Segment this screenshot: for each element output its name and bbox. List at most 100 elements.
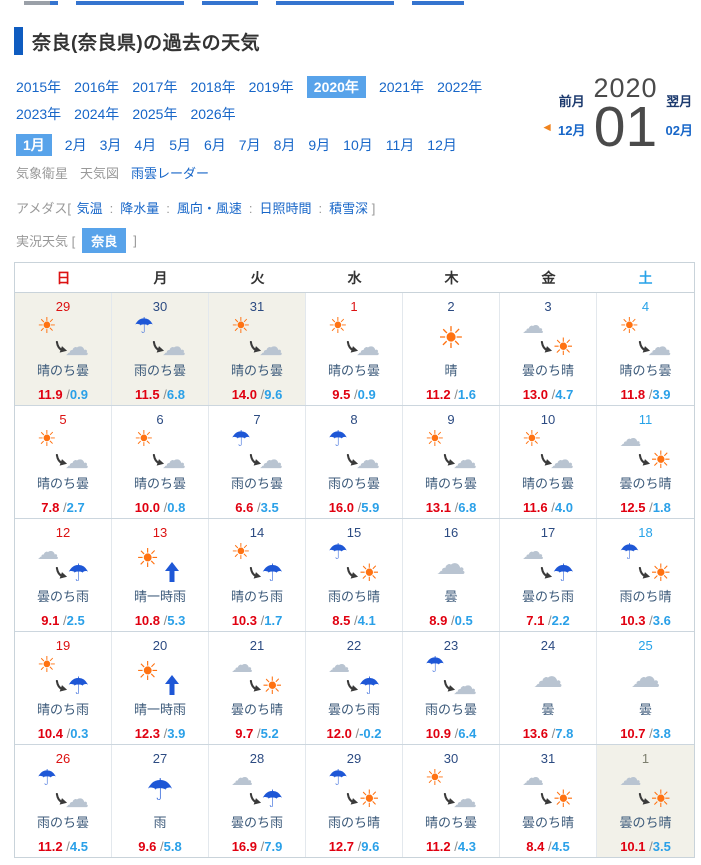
month-tab[interactable]: 11月	[385, 137, 415, 153]
day-cell[interactable]: 30 ☀ ☁ 晴のち曇 11.2 /4.3	[403, 745, 500, 857]
temperature-row: 9.5 /0.9	[306, 387, 402, 402]
day-cell[interactable]: 21 ☁ ☀ 曇のち晴 9.7 /5.2	[209, 632, 306, 744]
rain-sun-icon: ☂ ☀	[328, 540, 380, 587]
weather-label: 晴のち雨	[230, 589, 283, 604]
day-cell[interactable]: 28 ☁ ☂ 曇のち雨 16.9 /7.9	[209, 745, 306, 857]
day-cell[interactable]: 14 ☀ ☂ 晴のち雨 10.3 /1.7	[209, 519, 306, 631]
map-link[interactable]: 気象衛星	[16, 166, 69, 181]
month-tab[interactable]: 2月	[64, 137, 87, 153]
low-temp: 5.2	[260, 726, 279, 741]
day-number: 24	[540, 638, 556, 653]
day-cell[interactable]: 27 ☂ 雨 9.6 /5.8	[112, 745, 209, 857]
day-cell[interactable]: 6 ☀ ☁ 晴のち曇 10.0 /0.8	[112, 406, 209, 518]
day-cell[interactable]: 11 ☁ ☀ 曇のち晴 12.5 /1.8	[597, 406, 694, 518]
day-cell[interactable]: 31 ☁ ☀ 曇のち晴 8.4 /4.5	[500, 745, 597, 857]
temp-slash: /	[257, 613, 265, 628]
year-tab[interactable]: 2023年	[16, 106, 62, 122]
month-tab[interactable]: 7月	[238, 137, 261, 153]
day-cell[interactable]: 20 ☀ 晴一時雨 12.3 /3.9	[112, 632, 209, 744]
day-cell[interactable]: 13 ☀ 晴一時雨 10.8 /5.3	[112, 519, 209, 631]
weather-label: 雨のち曇	[230, 476, 283, 491]
temperature-row: 11.8 /3.9	[597, 387, 694, 402]
day-cell[interactable]: 22 ☁ ☂ 曇のち雨 12.0 /-0.2	[306, 632, 403, 744]
day-cell[interactable]: 9 ☀ ☁ 晴のち曇 13.1 /6.8	[403, 406, 500, 518]
day-cell[interactable]: 29 ☀ ☁ 晴のち曇 11.9 /0.9	[15, 293, 112, 405]
month-tab[interactable]: 8月	[273, 137, 296, 153]
high-temp: 10.1	[620, 839, 646, 854]
month-tab[interactable]: 6月	[203, 137, 226, 153]
day-cell[interactable]: 4 ☀ ☁ 晴のち曇 11.8 /3.9	[597, 293, 694, 405]
day-cell[interactable]: 23 ☂ ☁ 雨のち曇 10.9 /6.4	[403, 632, 500, 744]
current-weather-city-chip[interactable]: 奈良	[82, 228, 127, 253]
map-link[interactable]: 雨雲レーダー	[131, 166, 210, 181]
month-links: 1月 2月 3月 4月 5月 6月 7月 8月 9月 10月 11月 12月	[16, 132, 524, 159]
day-number: 16	[443, 525, 459, 540]
rain-cloud-icon: ☂ ☁	[425, 653, 477, 700]
day-cell[interactable]: 10 ☀ ☁ 晴のち曇 11.6 /4.0	[500, 406, 597, 518]
high-temp: 10.4	[37, 726, 63, 741]
day-cell[interactable]: 2 ☀ 晴 11.2 /1.6	[403, 293, 500, 405]
year-tab[interactable]: 2017年	[132, 79, 178, 95]
year-tab[interactable]: 2018年	[190, 79, 236, 95]
month-tab[interactable]: 9月	[308, 137, 331, 153]
year-tab-active[interactable]: 2020年	[306, 76, 366, 98]
day-cell[interactable]: 25 ☁ 曇 10.7 /3.8	[597, 632, 694, 744]
day-cell[interactable]: 15 ☂ ☀ 雨のち晴 8.5 /4.1	[306, 519, 403, 631]
month-tab[interactable]: 4月	[134, 137, 157, 153]
temperature-row: 12.7 /9.6	[306, 839, 402, 854]
year-tab[interactable]: 2022年	[437, 79, 483, 95]
amedas-separator: :	[109, 201, 114, 216]
sun-shower-icon: ☀	[130, 544, 190, 586]
day-cell[interactable]: 24 ☁ 曇 13.6 /7.8	[500, 632, 597, 744]
amedas-link[interactable]: 降水量	[120, 201, 160, 216]
day-cell[interactable]: 30 ☂ ☁ 雨のち曇 11.5 /6.8	[112, 293, 209, 405]
temperature-row: 13.1 /6.8	[403, 500, 499, 515]
day-cell[interactable]: 18 ☂ ☀ 雨のち晴 10.3 /3.6	[597, 519, 694, 631]
year-tab[interactable]: 2024年	[74, 106, 120, 122]
day-cell[interactable]: 29 ☂ ☀ 雨のち晴 12.7 /9.6	[306, 745, 403, 857]
low-temp: 2.7	[66, 500, 85, 515]
prev-month-link[interactable]: 12月	[557, 122, 586, 138]
day-cell[interactable]: 8 ☂ ☁ 雨のち曇 16.0 /5.9	[306, 406, 403, 518]
year-tab[interactable]: 2021年	[378, 79, 425, 95]
year-tab[interactable]: 2025年	[132, 106, 178, 122]
year-tab[interactable]: 2026年	[190, 106, 236, 122]
day-cell[interactable]: 31 ☀ ☁ 晴のち曇 14.0 /9.6	[209, 293, 306, 405]
amedas-link[interactable]: 風向・風速	[176, 201, 242, 216]
high-temp: 13.1	[425, 500, 451, 515]
day-cell[interactable]: 26 ☂ ☁ 雨のち曇 11.2 /4.5	[15, 745, 112, 857]
cloud-rain-icon: ☁ ☂	[231, 766, 283, 813]
temperature-row: 8.4 /4.5	[500, 839, 596, 854]
day-number: 22	[346, 638, 362, 653]
low-temp: 5.3	[167, 613, 186, 628]
day-cell[interactable]: 16 ☁ 曇 8.9 /0.5	[403, 519, 500, 631]
month-tab[interactable]: 12月	[427, 137, 457, 153]
year-tab[interactable]: 2016年	[74, 79, 120, 95]
weather-label: 晴のち曇	[133, 476, 186, 491]
year-tab[interactable]: 2015年	[16, 79, 62, 95]
amedas-link[interactable]: 積雪深	[329, 201, 369, 216]
month-tab[interactable]: 5月	[169, 137, 191, 153]
day-cell[interactable]: 19 ☀ ☂ 晴のち雨 10.4 /0.3	[15, 632, 112, 744]
amedas-link[interactable]: 日照時間	[259, 201, 312, 216]
high-temp: 9.7	[235, 726, 254, 741]
day-cell[interactable]: 1 ☁ ☀ 曇のち晴 10.1 /3.5	[597, 745, 694, 857]
next-month-link[interactable]: 02月	[665, 122, 693, 138]
amedas-link[interactable]: 気温	[76, 201, 103, 216]
month-tab[interactable]: 3月	[99, 137, 122, 153]
day-cell[interactable]: 17 ☁ ☂ 曇のち雨 7.1 /2.2	[500, 519, 597, 631]
temperature-row: 10.0 /0.8	[112, 500, 208, 515]
day-cell[interactable]: 5 ☀ ☁ 晴のち曇 7.8 /2.7	[15, 406, 112, 518]
low-temp: 3.6	[652, 613, 671, 628]
month-tab-active[interactable]: 1月	[16, 134, 52, 156]
month-tab[interactable]: 10月	[343, 137, 373, 153]
cloud-rain-icon: ☁ ☂	[522, 540, 574, 587]
day-cell[interactable]: 7 ☂ ☁ 雨のち曇 6.6 /3.5	[209, 406, 306, 518]
map-link[interactable]: 天気図	[80, 166, 120, 181]
day-cell[interactable]: 3 ☁ ☀ 曇のち晴 13.0 /4.7	[500, 293, 597, 405]
day-cell[interactable]: 12 ☁ ☂ 曇のち雨 9.1 /2.5	[15, 519, 112, 631]
year-tab[interactable]: 2019年	[248, 79, 294, 95]
sun-cloud-icon: ☀ ☁	[425, 766, 477, 813]
day-number: 30	[443, 751, 459, 766]
day-cell[interactable]: 1 ☀ ☁ 晴のち曇 9.5 /0.9	[306, 293, 403, 405]
